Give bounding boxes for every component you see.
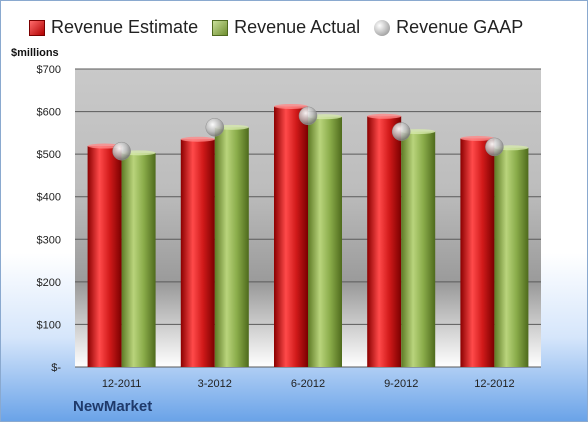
x-tick-label: 12-2011	[102, 378, 142, 390]
x-tick-label: 12-2012	[474, 378, 514, 390]
y-tick-label: $700	[37, 64, 61, 76]
y-tick-label: $500	[37, 149, 61, 161]
legend: Revenue Estimate Revenue Actual Revenue …	[29, 17, 537, 38]
legend-label-actual: Revenue Actual	[234, 17, 361, 37]
estimate-swatch-icon	[29, 19, 45, 36]
estimate-bar-top	[87, 143, 122, 149]
actual-bar	[121, 152, 156, 367]
y-tick-label: $600	[37, 107, 61, 119]
y-axis: $- $100 $200 $300 $400 $500 $600 $700	[37, 64, 62, 374]
x-tick-label: 9-2012	[384, 378, 418, 390]
actual-bar	[214, 127, 249, 367]
y-tick-label: $200	[37, 277, 61, 289]
y-tick-label: $-	[51, 362, 61, 374]
actual-bar	[308, 116, 342, 368]
estimate-bar-top	[274, 103, 308, 109]
gaap-marker	[485, 137, 504, 157]
actual-bar	[494, 147, 529, 367]
y-tick-label: $300	[37, 234, 61, 246]
estimate-bar	[274, 106, 308, 367]
y-tick-label: $400	[37, 192, 61, 204]
estimate-bar	[87, 146, 122, 367]
gaap-swatch-icon	[374, 19, 391, 36]
estimate-bar-top	[180, 136, 215, 142]
legend-item-estimate: Revenue Estimate	[29, 17, 198, 38]
estimate-bar	[460, 138, 495, 367]
company-name: NewMarket	[73, 398, 153, 415]
x-axis: 12-2011 3-2012 6-2012 9-2012 12-2012	[102, 378, 515, 390]
gaap-marker	[298, 106, 318, 126]
estimate-bar	[180, 139, 215, 367]
x-tick-label: 3-2012	[198, 378, 232, 390]
actual-swatch-icon	[212, 19, 229, 36]
unit-label: $millions	[11, 47, 59, 59]
gaap-marker	[112, 141, 131, 161]
bars	[87, 103, 529, 368]
legend-item-actual: Revenue Actual	[212, 17, 360, 38]
estimate-bar-top	[367, 113, 402, 119]
y-tick-label: $100	[37, 319, 61, 331]
gaap-marker	[391, 122, 411, 141]
legend-label-gaap: Revenue GAAP	[396, 17, 524, 37]
legend-item-gaap: Revenue GAAP	[374, 17, 523, 38]
actual-bar	[401, 131, 436, 367]
estimate-bar	[367, 116, 402, 367]
x-tick-label: 6-2012	[291, 378, 325, 390]
gaap-marker	[205, 118, 225, 137]
legend-label-estimate: Revenue Estimate	[51, 17, 199, 37]
estimate-bar-top	[460, 135, 495, 141]
